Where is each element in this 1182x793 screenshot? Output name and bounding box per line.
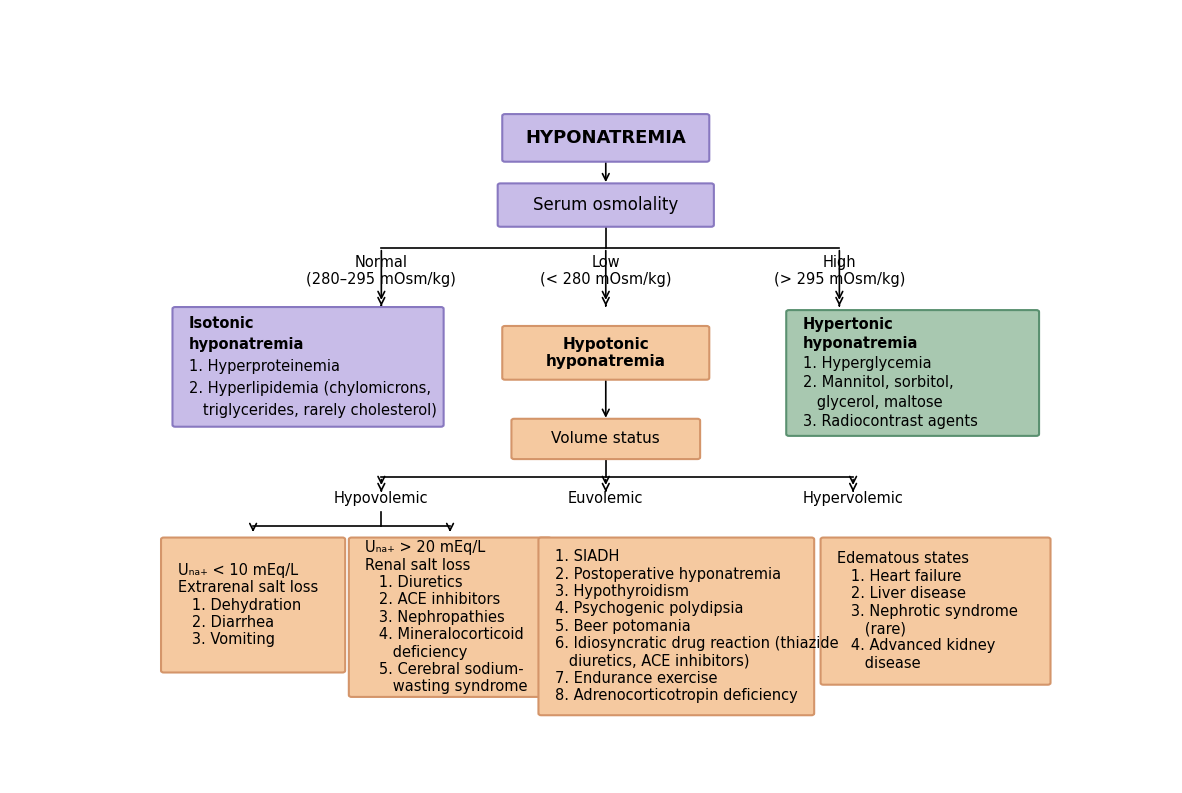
Text: 1. Hyperglycemia: 1. Hyperglycemia <box>803 356 931 371</box>
Text: Uₙₐ₊ > 20 mEq/L
Renal salt loss
   1. Diuretics
   2. ACE inhibitors
   3. Nephr: Uₙₐ₊ > 20 mEq/L Renal salt loss 1. Diure… <box>365 540 528 695</box>
FancyBboxPatch shape <box>173 307 443 427</box>
Text: Low
(< 280 mOsm/kg): Low (< 280 mOsm/kg) <box>540 255 671 287</box>
Text: Normal
(280–295 mOsm/kg): Normal (280–295 mOsm/kg) <box>306 255 456 287</box>
Text: Isotonic: Isotonic <box>189 316 254 331</box>
Text: 2. Mannitol, sorbitol,: 2. Mannitol, sorbitol, <box>803 375 954 390</box>
Text: hyponatremia: hyponatremia <box>189 338 304 353</box>
Text: High
(> 295 mOsm/kg): High (> 295 mOsm/kg) <box>774 255 905 287</box>
Text: Serum osmolality: Serum osmolality <box>533 196 678 214</box>
Text: triglycerides, rarely cholesterol): triglycerides, rarely cholesterol) <box>189 403 437 418</box>
Text: Hypovolemic: Hypovolemic <box>335 491 429 506</box>
Text: 3. Radiocontrast agents: 3. Radiocontrast agents <box>803 414 978 429</box>
Text: 2. Hyperlipidemia (chylomicrons,: 2. Hyperlipidemia (chylomicrons, <box>189 381 431 396</box>
Text: 1. SIADH
2. Postoperative hyponatremia
3. Hypothyroidism
4. Psychogenic polydips: 1. SIADH 2. Postoperative hyponatremia 3… <box>554 550 838 703</box>
FancyBboxPatch shape <box>786 310 1039 436</box>
Text: Hypotonic
hyponatremia: Hypotonic hyponatremia <box>546 337 665 369</box>
Text: HYPONATREMIA: HYPONATREMIA <box>526 129 686 147</box>
FancyBboxPatch shape <box>498 183 714 227</box>
FancyBboxPatch shape <box>161 538 345 672</box>
FancyBboxPatch shape <box>539 538 814 715</box>
Text: hyponatremia: hyponatremia <box>803 336 918 351</box>
Text: Hypervolemic: Hypervolemic <box>803 491 903 506</box>
FancyBboxPatch shape <box>512 419 700 459</box>
Text: Uₙₐ₊ < 10 mEq/L
Extrarenal salt loss
   1. Dehydration
   2. Diarrhea
   3. Vomi: Uₙₐ₊ < 10 mEq/L Extrarenal salt loss 1. … <box>177 563 318 647</box>
FancyBboxPatch shape <box>502 326 709 380</box>
FancyBboxPatch shape <box>820 538 1051 684</box>
Text: Hypertonic: Hypertonic <box>803 317 894 332</box>
Text: glycerol, maltose: glycerol, maltose <box>803 395 942 409</box>
Text: Edematous states
   1. Heart failure
   2. Liver disease
   3. Nephrotic syndrom: Edematous states 1. Heart failure 2. Liv… <box>837 551 1018 671</box>
Text: 1. Hyperproteinemia: 1. Hyperproteinemia <box>189 359 340 374</box>
FancyBboxPatch shape <box>502 114 709 162</box>
Text: Volume status: Volume status <box>551 431 661 446</box>
FancyBboxPatch shape <box>349 538 551 697</box>
Text: Euvolemic: Euvolemic <box>569 491 643 506</box>
